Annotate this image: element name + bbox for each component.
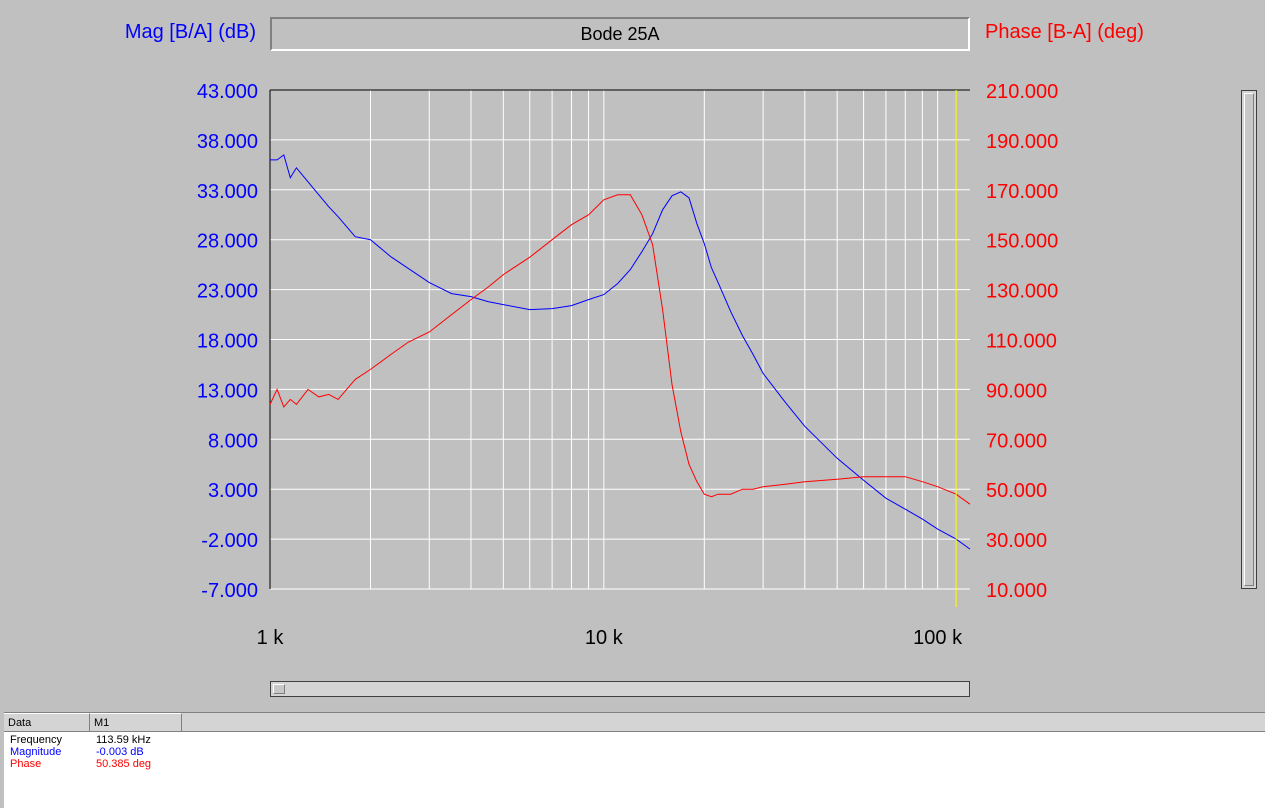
horizontal-scrollbar[interactable] [270,681,970,697]
horizontal-scrollbar-thumb[interactable] [273,684,285,694]
magnitude-tick-label: 18.000 [197,331,258,353]
readout-value: -0.003 dB [96,746,144,758]
frequency-tick-label: 10 k [585,627,624,649]
bode-chart: 43.000 210.000 38.000 190.000 33.000 170.000 2… [197,81,1058,649]
phase-tick-label: 70.000 [986,430,1047,452]
magnitude-tick-label: 23.000 [197,281,258,303]
frequency-tick-label: 100 k [913,627,963,649]
magnitude-tick-label: 8.000 [208,430,258,452]
magnitude-axis-title: Mag [B/A] (dB) [124,21,256,43]
magnitude-series-line [270,154,971,550]
phase-tick-label: 110.000 [986,331,1057,353]
chart-title: Bode 25A [270,17,970,51]
phase-tick-label: 30.000 [986,530,1047,552]
magnitude-tick-label: -2.000 [201,530,258,552]
magnitude-tick-label: 13.000 [197,380,258,402]
frequency-tick-label: 1 k [257,627,285,649]
readout-header: Data M1 [4,713,1265,732]
readout-header-data[interactable]: Data [4,713,90,731]
readout-label: Frequency [10,734,62,746]
phase-tick-label: 10.000 [986,580,1047,602]
phase-axis-title: Phase [B-A] (deg) [985,21,1144,43]
phase-tick-label: 190.000 [986,131,1058,153]
vertical-scrollbar-thumb[interactable] [1244,93,1254,586]
phase-series-line [269,194,971,505]
readout-label: Magnitude [10,746,62,758]
magnitude-tick-label: 43.000 [197,81,258,103]
magnitude-tick-label: 28.000 [197,231,258,253]
vertical-scrollbar[interactable] [1241,90,1257,589]
readout-header-m1[interactable]: M1 [90,713,182,731]
readout-label: Phase [10,758,42,770]
marker-readout-panel: Data M1 Frequency 113.59 kHz Magnitude -0.0… [4,712,1265,808]
phase-tick-label: 130.000 [986,281,1058,303]
magnitude-tick-label: 38.000 [197,131,258,153]
readout-value: 113.59 kHz [96,734,151,746]
readout-value: 50.385 deg [96,758,152,770]
phase-tick-label: 150.000 [986,231,1058,253]
phase-tick-label: 90.000 [986,380,1047,402]
magnitude-tick-label: -7.000 [201,580,258,602]
magnitude-tick-label: 3.000 [208,480,258,502]
phase-tick-label: 50.000 [986,480,1047,502]
phase-tick-label: 210.000 [986,81,1058,103]
phase-tick-label: 170.000 [986,181,1058,203]
magnitude-tick-label: 33.000 [197,181,258,203]
